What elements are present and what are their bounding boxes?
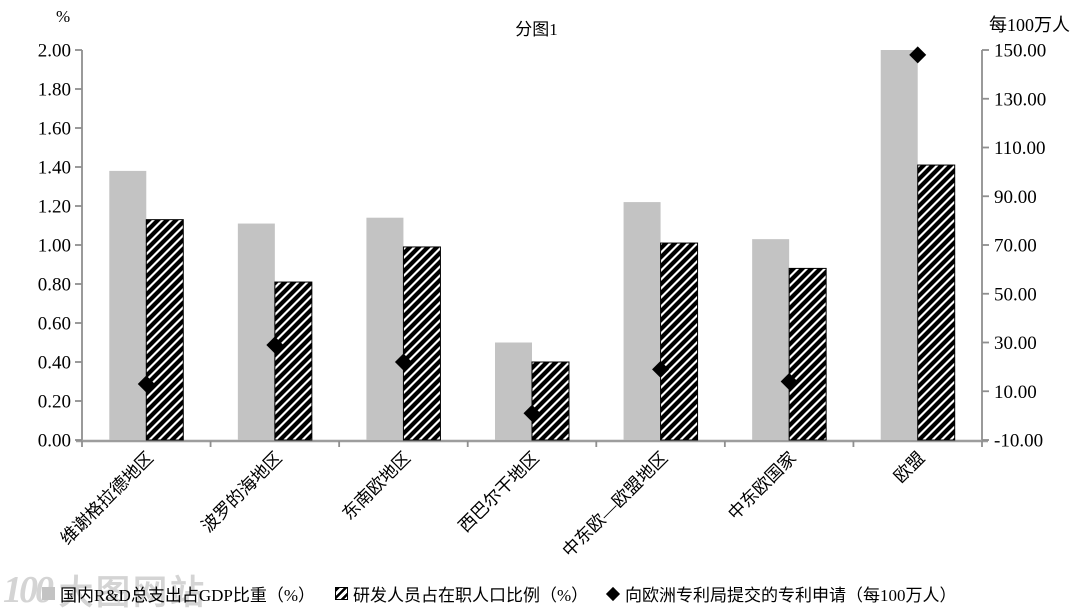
left-axis-tick-label: 1.60 <box>38 119 71 140</box>
right-axis-tick-label: 150.00 <box>994 41 1046 62</box>
bar-hatched <box>660 242 699 441</box>
right-axis-tick-label: 50.00 <box>994 284 1037 305</box>
legend-item-researchers: 研发人员占在职人口比例（%） <box>335 581 588 606</box>
legend-item-gdp-share: 国内R&D总支出占GDP比重（%） <box>42 581 315 606</box>
bar-hatched <box>145 219 184 441</box>
diamond-marker <box>780 373 798 390</box>
right-axis-tick-label: 90.00 <box>994 187 1037 208</box>
category-label: 西巴尔干地区 <box>454 448 542 536</box>
bar-hatched <box>402 246 441 441</box>
category-label: 中东欧国家 <box>724 448 800 524</box>
bar-gray <box>109 170 147 440</box>
diamond-marker <box>137 375 155 393</box>
left-axis-tick-label: 0.40 <box>38 353 71 374</box>
bar-hatched <box>531 361 570 441</box>
hatched-square-legend-icon <box>335 587 348 600</box>
left-axis-tick-label: 2.00 <box>38 41 71 62</box>
bar-gray <box>366 217 404 440</box>
bar-gray <box>237 223 275 440</box>
right-axis-unit-label: 每100万人 <box>989 15 1070 35</box>
legend-item-patents: 向欧洲专利局提交的专利申请（每100万人） <box>605 581 957 606</box>
right-axis-tick-label: 10.00 <box>994 382 1037 403</box>
category-label: 中东欧—欧盟地区 <box>558 448 671 561</box>
left-axis-tick-label: 1.80 <box>38 80 71 101</box>
diamond-marker <box>523 404 541 422</box>
bar-gray <box>495 342 532 440</box>
category-label: 维谢格拉德地区 <box>56 448 157 549</box>
right-axis-tick-label: 110.00 <box>994 138 1046 159</box>
legend: 国内R&D总支出占GDP比重（%） 研发人员占在职人口比例（%） 向欧洲专利局提… <box>0 581 1073 609</box>
diamond-marker <box>266 336 284 354</box>
left-axis-tick-label: 0.60 <box>38 314 71 335</box>
right-axis-tick-label: -10.00 <box>994 431 1043 452</box>
legend-label: 向欧洲专利局提交的专利申请（每100万人） <box>625 586 957 605</box>
left-axis-tick-label: 0.00 <box>38 431 71 452</box>
left-axis-unit-label: % <box>56 7 71 26</box>
bar-gray <box>623 202 661 440</box>
bar-hatched <box>917 164 956 441</box>
category-label: 欧盟 <box>890 448 929 487</box>
left-axis-tick-label: 1.00 <box>38 236 71 257</box>
category-label: 东南欧地区 <box>338 448 414 524</box>
bar-hatched <box>788 267 827 441</box>
right-axis-tick-label: 130.00 <box>994 89 1046 110</box>
legend-label: 研发人员占在职人口比例（%） <box>353 586 589 605</box>
category-label: 波罗的海地区 <box>197 448 285 536</box>
diamond-marker <box>394 353 412 371</box>
bar-gray <box>752 239 790 440</box>
gray-square-legend-icon <box>42 587 55 600</box>
black-diamond-legend-icon <box>605 586 621 601</box>
left-axis-tick-label: 1.40 <box>38 158 71 179</box>
left-axis-tick-label: 0.80 <box>38 275 71 296</box>
right-axis-tick-label: 30.00 <box>994 333 1037 354</box>
bar-gray <box>880 50 918 440</box>
chart-title: 分图1 <box>515 20 558 39</box>
left-axis-tick-label: 1.20 <box>38 197 71 218</box>
right-axis-tick-label: 70.00 <box>994 236 1037 257</box>
left-axis-tick-label: 0.20 <box>38 392 71 413</box>
bar-hatched <box>274 281 313 441</box>
diamond-marker <box>652 360 670 378</box>
diamond-marker <box>909 46 927 64</box>
legend-label: 国内R&D总支出占GDP比重（%） <box>60 586 316 605</box>
